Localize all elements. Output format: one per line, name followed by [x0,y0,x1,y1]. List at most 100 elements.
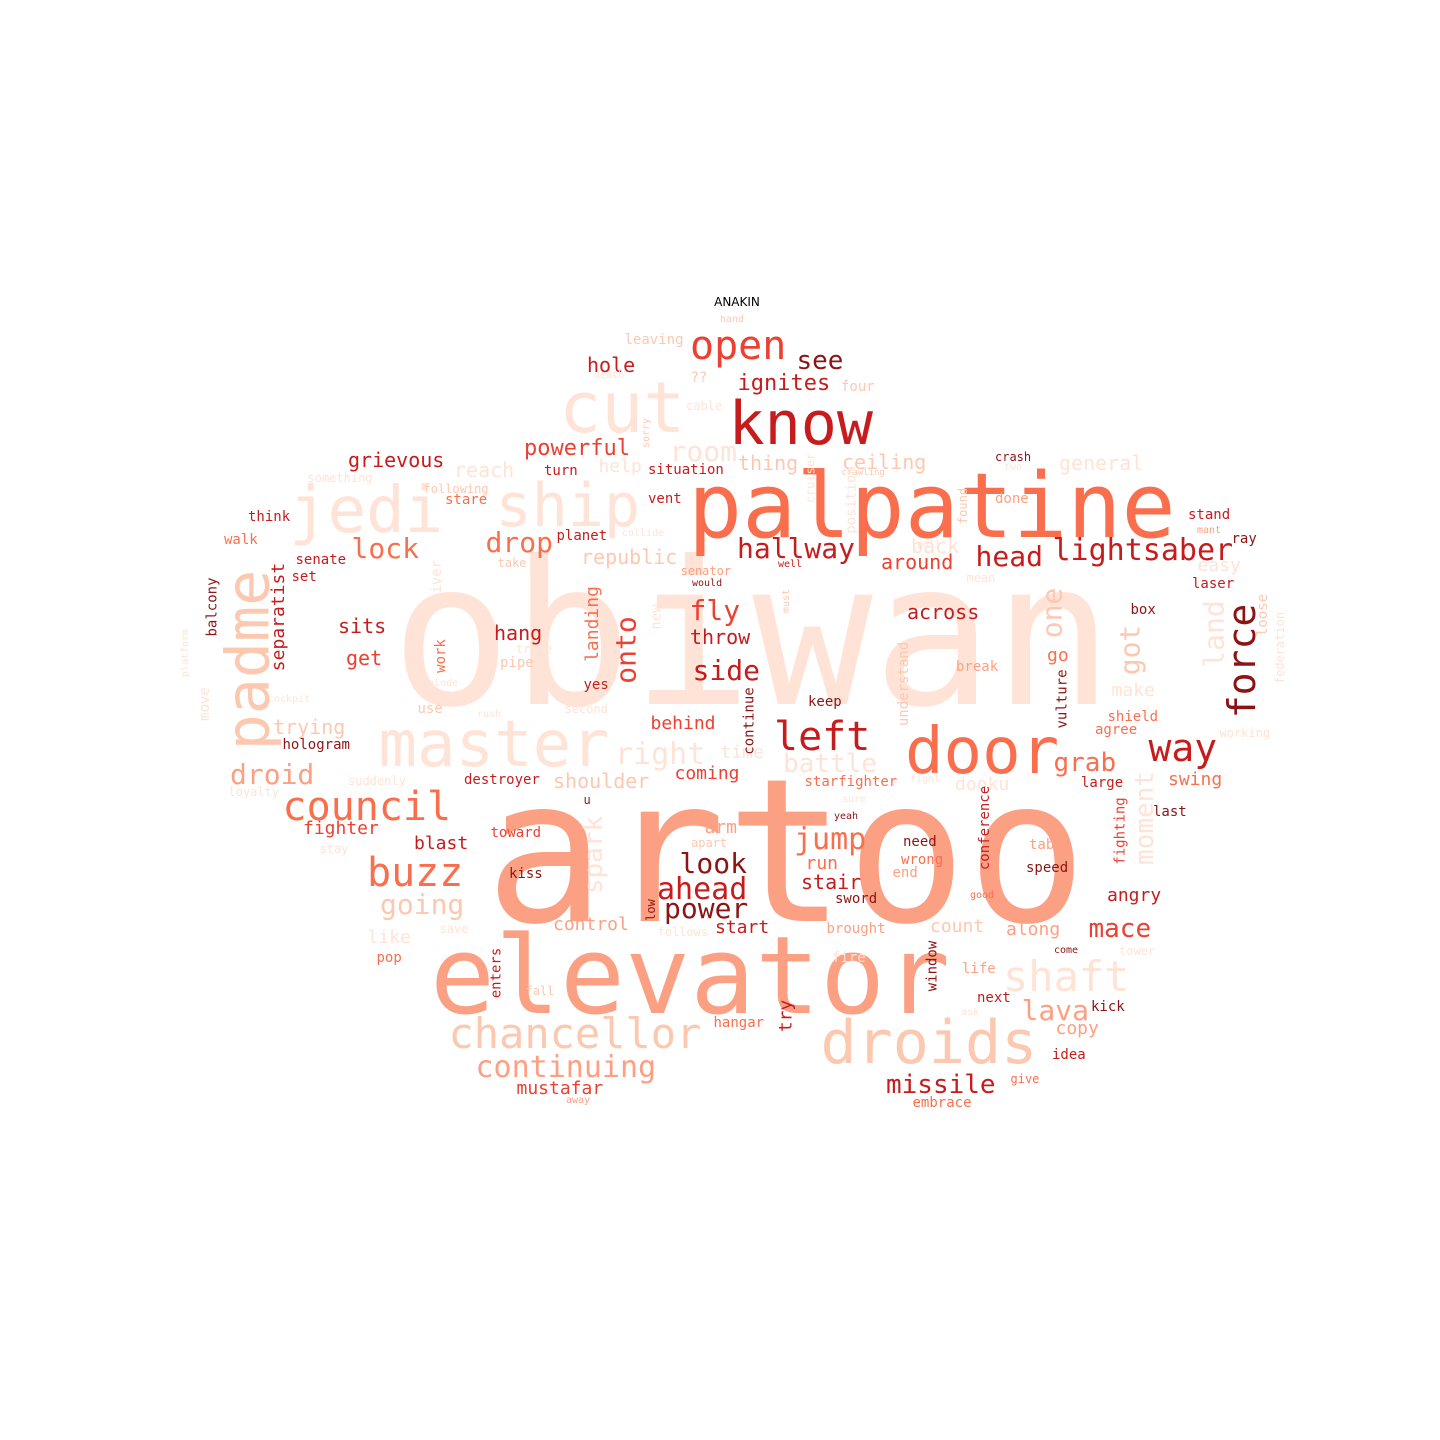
word-ahead: ahead [657,872,748,907]
word-ignites: ignites [737,371,831,396]
word-blast: blast [414,833,469,854]
word-vent: vent [648,491,682,507]
word-swing: swing [1168,769,1223,790]
word-come: come [1054,945,1079,956]
word-onto: onto [609,616,643,684]
word-easy: easy [1197,555,1241,576]
word-working: working [1219,726,1271,740]
word-look: look [679,847,747,880]
word-yes: yes [583,677,609,693]
word-droids: droids [820,1008,1038,1078]
word-way: way [1148,726,1218,770]
word-thing: thing [738,451,799,475]
word-mustafar: mustafar [516,1078,604,1099]
word-jedi: jedi [289,474,444,548]
word-position: position [843,466,860,534]
word-see: see [796,346,844,376]
word-planet: planet [556,528,608,544]
word-landing: landing [581,586,603,662]
word-senate: senate [295,552,347,568]
word-second: second [564,702,608,716]
word-help: help [598,456,642,477]
word-two: two [1004,462,1023,473]
word-hand: hand [720,314,745,325]
word-tower: tower [1119,944,1156,958]
word-try: try [774,999,796,1033]
word-vulture: vulture [1054,669,1071,729]
word-river: river [429,559,446,603]
word-would: would [692,578,723,589]
word-general: general [1059,451,1144,475]
word-continue: continue [741,687,758,755]
word-mant: mant [1197,525,1222,536]
word-need: need [903,834,937,850]
word-lava: lava [1021,994,1089,1027]
word-large: large [1081,775,1124,791]
word-cruiser: cruiser [802,452,817,504]
word-fly: fly [689,594,741,627]
word-use: use [417,701,443,717]
word-: ?? [690,370,708,386]
word-sword: sword [835,891,878,907]
word-well: well [778,559,803,570]
word-done: done [995,491,1029,507]
word-get: get [346,646,383,670]
word-last: last [1153,804,1187,820]
word-end: end [892,865,918,881]
word-buzz: buzz [367,850,464,896]
word-make: make [1111,680,1155,701]
word-ceiling: ceiling [842,450,927,474]
word-jump: jump [794,822,867,857]
word-apart: apart [691,836,728,850]
word-speed: speed [1026,860,1069,876]
word-hallway: hallway [737,532,856,565]
word-agree: agree [1095,722,1138,738]
word-shield: shield [1107,709,1159,725]
word-door: door [905,715,1060,789]
word-mace: mace [1088,914,1152,944]
word-situation: situation [648,462,724,478]
word-give: give [1010,1072,1040,1086]
word-low: low [643,899,658,921]
word-stair: stair [801,870,862,894]
word-land: land [1197,600,1231,668]
word-starfighter: starfighter [804,774,898,790]
word-destroyer: destroyer [464,772,540,788]
word-following: following [423,482,489,496]
word-sure: sure [842,794,867,805]
word-trying: trying [273,715,346,739]
word-cut: cut [559,367,686,449]
word-elevator: elevator [430,914,951,1039]
word-follows: follows [657,925,709,939]
word-move: move [196,687,213,721]
word-palpatine: palpatine [688,454,1176,559]
word-know: know [728,389,874,459]
word-sits: sits [338,614,387,638]
word-throw: throw [690,625,751,649]
word-balcony: balcony [204,577,221,637]
word-reach: reach [454,458,515,482]
word-platform: platform [180,628,192,678]
word-control: control [553,914,629,935]
word-hole: hole [587,353,636,377]
word-sorry: sorry [641,417,653,449]
word-keep: keep [808,694,842,710]
word-around: around [881,550,954,574]
word-run: run [805,853,839,874]
word-council: council [282,784,452,830]
word-fighting: fighting [1112,797,1129,865]
word-walk: walk [224,532,258,548]
word-break: break [956,659,999,675]
word-lock: lock [351,532,419,565]
word-go: go [1047,645,1069,666]
word-grab: grab [1053,748,1117,778]
word-start: start [715,917,770,938]
word-ask: ask [961,1007,980,1018]
word-explode: explode [416,678,459,689]
word-conference: conference [977,785,994,871]
word-loyalty: loyalty [228,785,280,799]
word-cable: cable [686,399,723,413]
word-open: open [690,323,787,369]
word-along: along [1006,919,1061,940]
